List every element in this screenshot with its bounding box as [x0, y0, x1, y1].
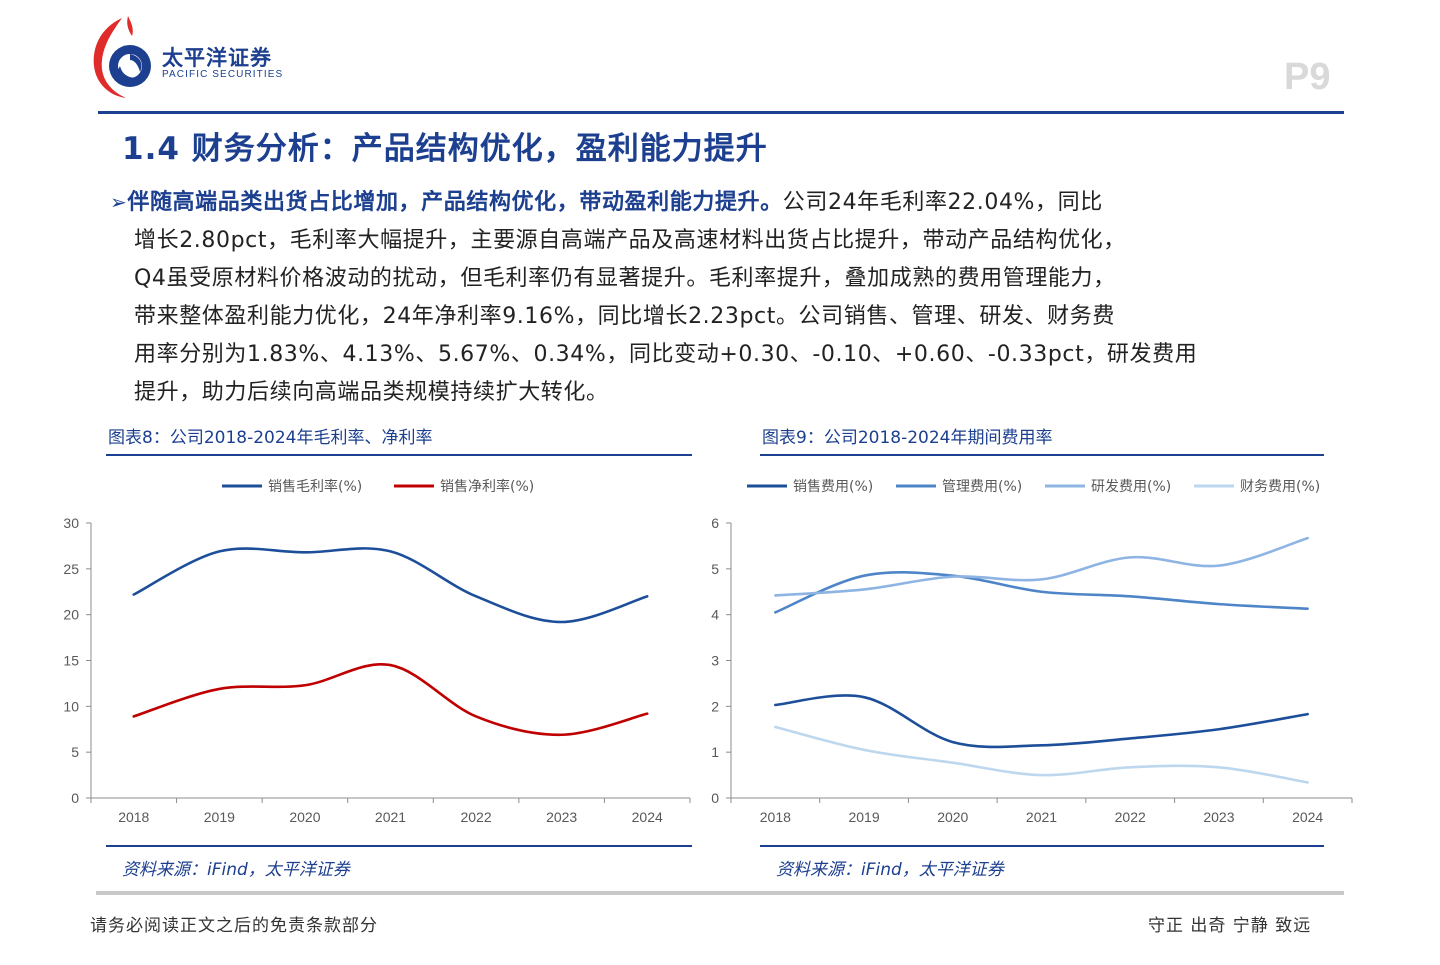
body-line-6: 提升，助力后续向高端品类规模持续扩大转化。 [134, 380, 609, 405]
legend-label-2: 销售净利率(%) [440, 478, 534, 495]
figure-9-bottom-rule [760, 845, 1324, 847]
y-tick-label: 6 [711, 515, 719, 531]
expense-ratio-line-chart: 0 1 2 3 4 5 6 2018 2019 2020 2021 2022 2023 2024 销售费用(… [711, 479, 1353, 825]
y-tick-label: 15 [63, 653, 79, 669]
footer-disclaimer: 请务必阅读正文之后的免责条款部分 [90, 916, 378, 936]
figure-9-source: 资料来源：iFind，太平洋证券 [776, 860, 1004, 880]
x-tick-label: 2021 [375, 809, 406, 825]
x-tick-label: 2019 [204, 809, 235, 825]
y-tick-label: 25 [63, 561, 79, 577]
logo-mark-icon [93, 16, 151, 98]
legend-label-1: 销售毛利率(%) [268, 478, 362, 495]
x-tick-label: 2023 [546, 809, 577, 825]
figure-8-caption: 图表8：公司2018-2024年毛利率、净利率 [108, 428, 433, 448]
x-tick-label: 2021 [1026, 809, 1057, 825]
body-line-1-rest: 公司24年毛利率22.04%，同比 [782, 190, 1103, 215]
x-tick-label: 2020 [289, 809, 320, 825]
series-line-4 [774, 725, 1309, 784]
figure-9-caption: 图表9：公司2018-2024年期间费用率 [762, 428, 1053, 448]
figure-8-bottom-rule [106, 845, 692, 847]
page-number: P9 [1284, 56, 1331, 98]
x-tick-label: 2019 [848, 809, 879, 825]
series-line-1 [774, 694, 1309, 749]
y-tick-label: 4 [711, 607, 719, 623]
figure-9-top-rule [760, 454, 1324, 456]
x-tick-label: 2018 [760, 809, 791, 825]
x-tick-label: 2023 [1203, 809, 1234, 825]
body-line-4: 带来整体盈利能力优化，24年净利率9.16%，同比增长2.23pct。公司销售、… [134, 304, 1115, 329]
series-line-3 [774, 536, 1309, 597]
company-logo [88, 14, 308, 100]
legend-label-2: 管理费用(%) [942, 479, 1022, 495]
y-tick-label: 1 [711, 744, 719, 760]
y-tick-label: 0 [71, 790, 79, 806]
series-line-1 [132, 547, 649, 624]
header-divider [98, 111, 1344, 114]
x-tick-label: 2024 [1292, 809, 1323, 825]
x-tick-label: 2018 [118, 809, 149, 825]
body-line-1: ➢伴随高端品类出货占比增加，产品结构优化，带动盈利能力提升。公司24年毛利率22… [110, 183, 1350, 222]
y-tick-label: 5 [711, 561, 719, 577]
y-tick-label: 2 [711, 698, 719, 714]
body-line-2: 增长2.80pct，毛利率大幅提升，主要源自高端产品及高速材料出货占比提升，带动… [134, 228, 1126, 253]
margin-line-chart: 0 5 10 15 20 25 30 2018 2019 2020 2021 2022 2023 2024… [63, 478, 691, 825]
y-tick-label: 20 [63, 607, 79, 623]
x-tick-label: 2022 [460, 809, 491, 825]
y-tick-label: 3 [711, 653, 719, 669]
series-line-2 [774, 570, 1309, 614]
x-tick-label: 2022 [1115, 809, 1146, 825]
y-tick-label: 0 [711, 790, 719, 806]
figure-8-source: 资料来源：iFind，太平洋证券 [122, 860, 350, 880]
section-title: 1.4 财务分析：产品结构优化，盈利能力提升 [122, 131, 768, 167]
y-tick-label: 10 [63, 698, 79, 714]
legend-label-1: 销售费用(%) [793, 479, 873, 495]
figure-8-top-rule [106, 454, 692, 456]
footer-motto: 守正 出奇 宁静 致远 [1148, 916, 1312, 936]
legend-label-4: 财务费用(%) [1240, 479, 1320, 495]
y-tick-label: 30 [63, 515, 79, 531]
body-lead-sentence: 伴随高端品类出货占比增加，产品结构优化，带动盈利能力提升。 [127, 190, 783, 215]
x-tick-label: 2020 [937, 809, 968, 825]
body-line-5: 用率分别为1.83%、4.13%、5.67%、0.34%，同比变动+0.30、-… [134, 342, 1198, 367]
brand-name-cn: 太平洋证券 [162, 46, 272, 70]
series-line-2 [132, 662, 649, 737]
body-line-3: Q4虽受原材料价格波动的扰动，但毛利率仍有显著提升。毛利率提升，叠加成熟的费用管… [134, 266, 1116, 291]
x-tick-label: 2024 [632, 809, 663, 825]
brand-name-en: PACIFIC SECURITIES [162, 69, 284, 80]
bullet-arrow-icon: ➢ [110, 190, 128, 214]
legend-label-3: 研发费用(%) [1091, 479, 1171, 495]
body-paragraph: ➢伴随高端品类出货占比增加，产品结构优化，带动盈利能力提升。公司24年毛利率22… [110, 183, 1350, 412]
y-tick-label: 5 [71, 744, 79, 760]
footer-divider [96, 891, 1344, 895]
